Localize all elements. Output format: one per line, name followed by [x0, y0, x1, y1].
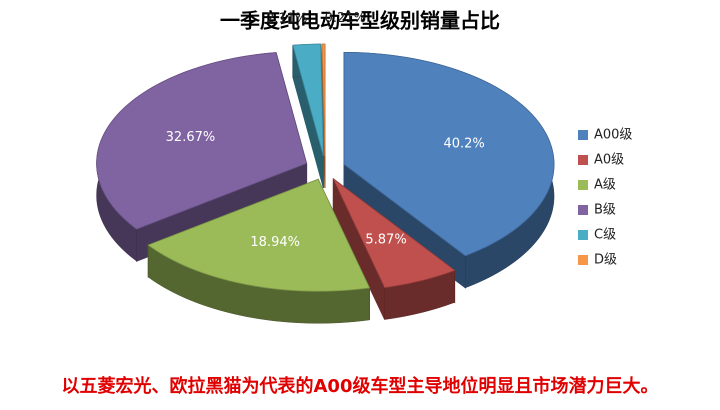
- value-label: 5.87%: [365, 232, 406, 247]
- slice: [321, 43, 326, 157]
- value-label: 18.94%: [250, 235, 300, 250]
- legend-label: A0级: [594, 153, 624, 168]
- value-label: 32.67%: [166, 130, 216, 145]
- pie: 40.2% 5.87% 18.94% 32.67% 2.11% 0.21%: [96, 11, 555, 324]
- legend-swatch: [578, 130, 588, 140]
- legend-swatch: [578, 255, 588, 265]
- legend: A00级 A0级 A级 B级 C级 D级: [578, 128, 632, 268]
- chart-title: 一季度纯电动车型级别销量占比: [220, 9, 500, 33]
- legend-swatch: [578, 155, 588, 165]
- slice: [292, 43, 324, 157]
- slice: [343, 51, 555, 257]
- value-label: 0.21%: [325, 11, 366, 26]
- value-label: 40.2%: [443, 136, 484, 151]
- slice: [147, 178, 371, 292]
- legend-label: A级: [594, 178, 616, 193]
- value-label: 2.11%: [266, 11, 307, 26]
- legend-swatch: [578, 180, 588, 190]
- legend-swatch: [578, 230, 588, 240]
- caption: 以五菱宏光、欧拉黑猫为代表的A00级车型主导地位明显且市场潜力巨大。: [62, 375, 659, 397]
- legend-label: B级: [594, 203, 616, 218]
- slice: [96, 52, 308, 230]
- slice: [333, 178, 456, 288]
- legend-label: D级: [594, 253, 617, 268]
- legend-label: C级: [594, 228, 616, 243]
- legend-label: A00级: [594, 128, 632, 143]
- legend-swatch: [578, 205, 588, 215]
